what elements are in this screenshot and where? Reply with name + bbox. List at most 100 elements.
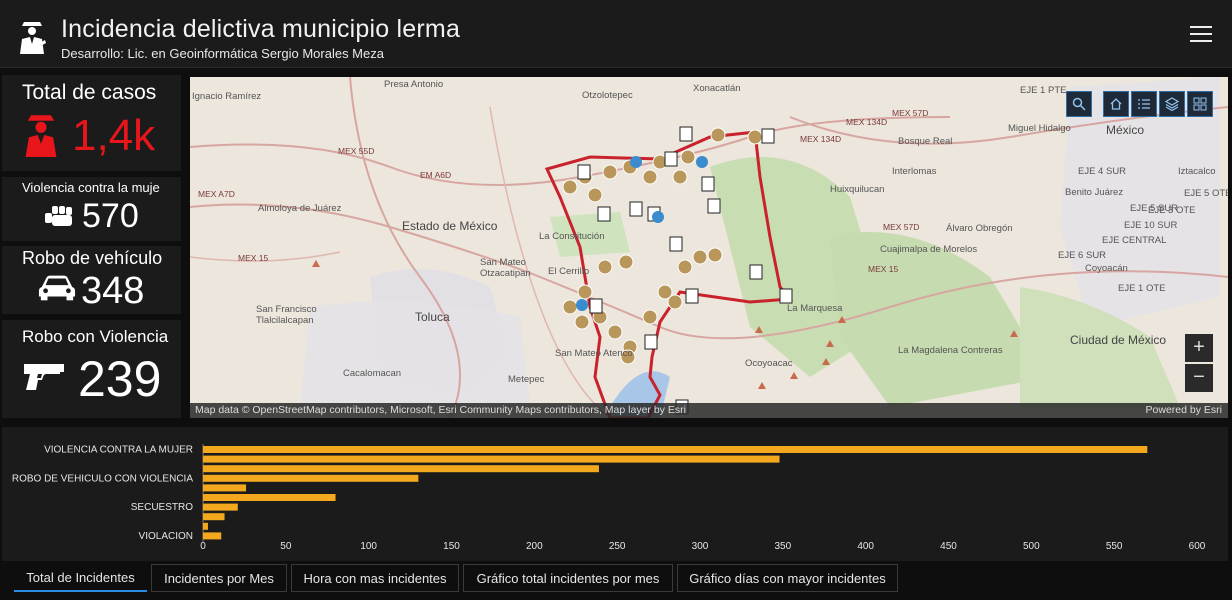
tab-grafico-total-mes[interactable]: Gráfico total incidentes por mes — [463, 564, 673, 592]
car-icon — [38, 275, 76, 301]
x-tick-label: 150 — [443, 541, 460, 552]
map-label: EJE 1 OTE — [1118, 283, 1166, 294]
gun-icon — [24, 364, 64, 390]
kpi-title: Robo de vehículo — [22, 248, 163, 268]
kpi-title: Robo con Violencia — [22, 327, 169, 346]
map-label: Toluca — [415, 310, 450, 324]
map-label: Bosque Real — [898, 136, 953, 147]
legend-list-icon[interactable] — [1131, 91, 1157, 117]
home-icon[interactable] — [1103, 91, 1129, 117]
x-tick-label: 600 — [1189, 541, 1206, 552]
tab-grafico-dias[interactable]: Gráfico días con mayor incidentes — [677, 564, 898, 592]
map-label: EJE 5 OTE — [1184, 188, 1228, 199]
bar[interactable] — [203, 484, 247, 492]
map-label: Iztacalco — [1178, 166, 1216, 177]
map-label: Álvaro Obregón — [946, 223, 1013, 234]
highway-label: MEX 134D — [800, 134, 842, 144]
tab-total-incidentes[interactable]: Total de Incidentes — [14, 564, 147, 592]
highway-label: EM A6D — [420, 170, 452, 180]
bar[interactable] — [203, 446, 1148, 453]
kpi-violencia-mujer: Violencia contra la muje 570 — [2, 177, 181, 241]
map-label: Ciudad de México — [1070, 333, 1167, 347]
x-tick-label: 0 — [200, 541, 206, 552]
map-label: EJE 6 SUR — [1058, 250, 1107, 261]
map-label: EJE 10 SUR — [1124, 220, 1178, 231]
map-label: Xonacatlán — [693, 83, 741, 94]
page-title: Incidencia delictiva municipio lerma — [61, 15, 461, 43]
kpi-total-casos: Total de casos 1,4k — [2, 75, 181, 171]
map-label: Ocoyoacac — [745, 358, 793, 369]
incidents-bar-chart: VIOLENCIA CONTRA LA MUJER ROBO DE VEHICUL… — [2, 427, 1228, 561]
powered-by-link[interactable]: Powered by Esri — [1145, 404, 1222, 416]
hamburger-menu-icon[interactable] — [1190, 26, 1212, 44]
x-tick-label: 50 — [280, 541, 292, 552]
basemap-gallery-icon[interactable] — [1187, 91, 1213, 117]
map-label: Coyoacán — [1085, 263, 1128, 274]
bar[interactable] — [203, 494, 336, 501]
kpi-title: Total de casos — [22, 81, 157, 104]
zoom-out-button[interactable]: − — [1185, 364, 1213, 392]
x-tick-label: 100 — [360, 541, 377, 552]
highway-label: MEX 57D — [892, 108, 929, 118]
police-officer-icon — [20, 22, 46, 54]
kpi-robo-vehiculo: Robo de vehículo 348 — [2, 246, 181, 314]
bar[interactable] — [203, 465, 599, 473]
x-tick-label: 200 — [526, 541, 543, 552]
highway-label: MEX 134D — [846, 117, 888, 127]
kpi-robo-violencia: Robo con Violencia 239 — [2, 320, 181, 418]
x-tick-label: 250 — [609, 541, 626, 552]
bar[interactable] — [203, 455, 780, 463]
map-label: La Constitución — [539, 231, 605, 242]
zoom-in-button[interactable]: + — [1185, 334, 1213, 362]
x-tick-label: 400 — [857, 541, 874, 552]
highway-label: MEX 15 — [868, 264, 899, 274]
kpi-value: 570 — [82, 197, 139, 235]
category-label: VIOLENCIA CONTRA LA MUJER — [44, 445, 193, 456]
x-tick-label: 500 — [1023, 541, 1040, 552]
incident-map[interactable]: Xonacatlán Otzolotepec Presa Antonio Ign… — [190, 77, 1228, 418]
map-label: El Cerrillo — [548, 266, 590, 277]
x-tick-label: 300 — [692, 541, 709, 552]
bar[interactable] — [203, 513, 225, 521]
map-label: EJE 4 SUR — [1078, 166, 1127, 177]
kpi-title: Violencia contra la muje — [22, 180, 160, 195]
map-label: EJE CENTRAL — [1102, 235, 1167, 246]
map-label: San Mateo Otzacatipan — [480, 257, 531, 279]
kpi-value: 239 — [78, 351, 162, 407]
bar[interactable] — [203, 503, 238, 511]
highway-label: MEX 57D — [883, 222, 920, 232]
kpi-value: 1,4k — [72, 111, 156, 160]
category-label: VIOLACION — [139, 531, 193, 542]
map-label: México — [1106, 123, 1145, 137]
map-label: Otzolotepec — [582, 90, 633, 101]
map-label: EJE 1 PTE — [1020, 85, 1067, 96]
map-label: San Mateo Atenco — [555, 348, 633, 359]
incident-markers — [562, 127, 763, 365]
map-attribution: Map data © OpenStreetMap contributors, M… — [190, 403, 1228, 418]
map-label: EJE 5 SUR — [1130, 203, 1179, 214]
map-label: Benito Juárez — [1065, 187, 1124, 198]
bar[interactable] — [203, 474, 419, 482]
map-label: Estado de México — [402, 219, 498, 233]
search-icon[interactable] — [1066, 91, 1092, 117]
kpi-value: 348 — [81, 270, 145, 312]
map-label: San Francisco Tlalcilalcapan — [256, 304, 317, 326]
layers-icon[interactable] — [1159, 91, 1185, 117]
map-label: Cacalomacan — [343, 368, 402, 379]
highway-label: MEX 15 — [238, 253, 269, 263]
zoom-control: + − — [1185, 334, 1213, 394]
map-label: Ignacio Ramírez — [192, 91, 262, 102]
tab-hora-mas-incidentes[interactable]: Hora con mas incidentes — [291, 564, 459, 592]
bar[interactable] — [203, 522, 208, 530]
tab-incidentes-por-mes[interactable]: Incidentes por Mes — [151, 564, 287, 592]
map-label: Miguel Hidalgo — [1008, 123, 1071, 134]
x-tick-label: 550 — [1106, 541, 1123, 552]
highway-label: MEX A7D — [198, 189, 235, 199]
map-basemap — [190, 77, 1228, 418]
bar[interactable] — [203, 532, 222, 540]
map-label: EJE 3 OTE — [1148, 205, 1196, 216]
map-label: La Magdalena Contreras — [898, 345, 1003, 356]
page-subtitle: Desarrollo: Lic. en Geoinformática Sergi… — [61, 46, 384, 61]
x-tick-label: 350 — [774, 541, 791, 552]
map-label: Cuajimalpa de Morelos — [880, 244, 978, 255]
